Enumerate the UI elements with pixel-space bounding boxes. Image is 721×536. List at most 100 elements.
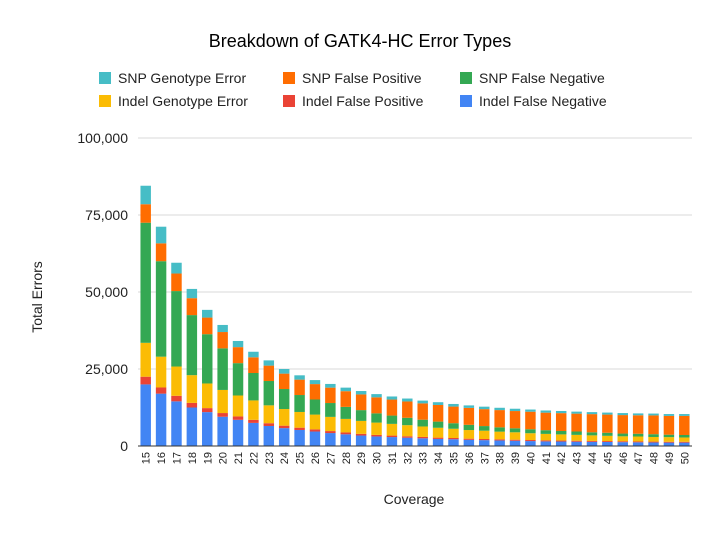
bar-segment — [140, 376, 151, 385]
bar-segment — [509, 428, 521, 433]
bar-segment — [509, 439, 521, 441]
legend-label: Indel False Positive — [302, 93, 424, 109]
bar-segment — [663, 437, 675, 442]
bar-segment — [402, 398, 413, 402]
x-tick-label: 32 — [402, 452, 414, 464]
bar-segment — [263, 423, 275, 426]
bar-segment — [417, 400, 428, 404]
bar-segment — [186, 298, 198, 316]
bar-segment — [540, 441, 552, 446]
bar-segment — [402, 437, 413, 446]
x-tick-label: 40 — [525, 452, 537, 464]
bar-segment — [386, 423, 398, 436]
bar-segment — [232, 419, 244, 446]
bar-segment — [479, 440, 490, 446]
bar-segment — [371, 413, 382, 423]
bar-segment — [525, 409, 536, 412]
bar-segment — [632, 442, 644, 446]
bar-segment — [386, 396, 398, 400]
bar-segment — [648, 434, 659, 437]
bar-segment — [555, 431, 567, 435]
bar-segment — [417, 426, 428, 437]
bar-segment — [386, 435, 398, 438]
bar-segment — [679, 437, 690, 442]
bar-segment — [417, 419, 428, 427]
bar-segment — [648, 441, 659, 443]
bar-segment — [648, 442, 659, 446]
bar-segment — [494, 427, 505, 432]
bar-segment — [340, 391, 351, 407]
y-tick-label: 0 — [120, 438, 128, 454]
x-tick-label: 34 — [433, 452, 445, 464]
bar-segment — [278, 409, 290, 426]
bar-segment — [140, 342, 151, 377]
bar-segment — [648, 436, 659, 442]
bar-segment — [586, 432, 598, 436]
x-tick-label: 35 — [448, 452, 460, 464]
bar-segment — [463, 439, 475, 446]
bar-segment — [525, 440, 536, 442]
bar-segment — [494, 431, 505, 440]
bar-segment — [186, 375, 198, 403]
bar-segment — [555, 410, 567, 414]
bar-segment — [525, 441, 536, 446]
bar-segment — [417, 438, 428, 446]
legend-swatch — [283, 95, 295, 107]
bar-segment — [355, 410, 367, 421]
x-tick-label: 19 — [202, 452, 214, 464]
bar-segment — [217, 348, 228, 390]
bar-segment — [602, 414, 613, 433]
x-axis-title: Coverage — [384, 491, 445, 507]
bar-segment — [140, 222, 151, 343]
bar-segment — [263, 381, 275, 406]
bar-segment — [402, 425, 413, 437]
bar-segment — [540, 430, 552, 434]
bar-segment — [402, 436, 413, 438]
chart-legend: SNP Genotype Error SNP False Positive SNP … — [99, 70, 607, 109]
bar-segment — [663, 434, 675, 438]
bar-segment — [571, 434, 582, 441]
bar-segment — [602, 435, 613, 442]
bar-segment — [648, 413, 659, 416]
bar-segment — [602, 412, 613, 415]
bar-segment — [217, 324, 228, 333]
bar-segment — [294, 375, 305, 380]
x-tick-label: 27 — [325, 452, 337, 464]
bar-segment — [278, 373, 290, 390]
x-tick-label: 39 — [510, 452, 522, 464]
bar-segment — [432, 404, 444, 422]
legend-swatch — [99, 95, 111, 107]
x-tick-label: 31 — [387, 452, 399, 464]
legend-swatch — [99, 72, 111, 84]
x-tick-label: 44 — [587, 452, 599, 464]
bar-segment — [663, 414, 675, 416]
legend-swatch — [283, 72, 295, 84]
bar-segment — [355, 394, 367, 411]
bar-segment — [171, 262, 182, 274]
bar-segment — [309, 384, 321, 400]
bar-segment — [586, 435, 598, 441]
bar-segment — [479, 409, 490, 427]
bar-segment — [278, 389, 290, 410]
bar-segment — [648, 415, 659, 435]
bar-segment — [294, 395, 305, 412]
bar-segment — [340, 406, 351, 419]
bar-segment — [340, 387, 351, 392]
bar-segment — [632, 433, 644, 437]
bar-segment — [525, 433, 536, 441]
bar-segment — [217, 413, 228, 417]
bar-segment — [325, 403, 336, 417]
bar-segment — [325, 387, 336, 404]
x-tick-label: 50 — [679, 452, 691, 464]
bar-segment — [155, 261, 167, 357]
bar-segment — [263, 365, 275, 382]
bar-segment — [617, 442, 628, 446]
x-tick-label: 38 — [495, 452, 507, 464]
bar-segment — [325, 416, 336, 432]
bar-segment — [248, 351, 259, 358]
x-tick-label: 24 — [279, 452, 291, 464]
chart-title: Breakdown of GATK4-HC Error Types — [209, 31, 511, 51]
bar-segment — [155, 387, 167, 394]
bar-segment — [140, 185, 151, 205]
